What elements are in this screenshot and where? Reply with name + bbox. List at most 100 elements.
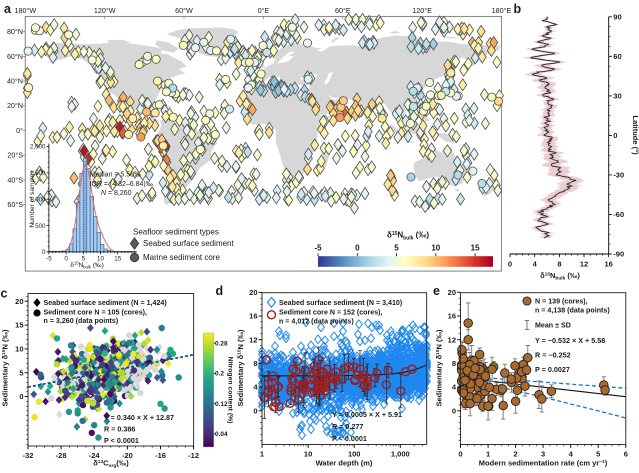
svg-text:40°N: 40°N (7, 77, 23, 86)
svg-text:Sedimentary δ15N (‰): Sedimentary δ15N (‰) (236, 329, 245, 406)
svg-text:0: 0 (452, 406, 456, 415)
svg-text:1,000: 1,000 (391, 450, 410, 459)
svg-text:R = −0.252: R = −0.252 (535, 351, 571, 360)
svg-text:-32: -32 (23, 451, 34, 460)
svg-text:R = 0.277: R = 0.277 (332, 422, 363, 431)
svg-text:120°E: 120°E (412, 6, 432, 15)
svg-text:Mean ± SD: Mean ± SD (535, 322, 571, 330)
svg-text:12: 12 (580, 259, 588, 268)
svg-text:10: 10 (431, 244, 440, 253)
svg-text:Y = 0.0005 × X + 5.91: Y = 0.0005 × X + 5.91 (332, 410, 402, 419)
svg-text:Nitrogen content (%): Nitrogen content (%) (227, 357, 234, 424)
svg-text:180°E: 180°E (492, 6, 512, 15)
svg-text:0.2: 0.2 (215, 371, 224, 378)
svg-text:-90: -90 (613, 250, 624, 259)
svg-text:10: 10 (304, 450, 312, 459)
svg-text:15: 15 (15, 321, 23, 330)
svg-text:20: 20 (15, 297, 23, 306)
svg-text:2,000: 2,000 (30, 144, 46, 151)
svg-text:20°S: 20°S (7, 151, 23, 160)
svg-text:-12: -12 (188, 451, 199, 460)
svg-text:δ15Nbulk (‰): δ15Nbulk (‰) (540, 271, 580, 282)
svg-text:20: 20 (249, 288, 257, 297)
svg-text:8: 8 (452, 359, 456, 368)
svg-text:Latitude (°): Latitude (°) (631, 115, 639, 155)
svg-text:-20: -20 (122, 451, 133, 460)
svg-text:Seabed surface sediment (N = 1: Seabed surface sediment (N = 1,424) (44, 299, 168, 307)
svg-text:1: 1 (260, 450, 264, 459)
svg-text:IQR = (4.32–6.84)‰: IQR = (4.32–6.84)‰ (90, 181, 153, 188)
svg-text:Sediment core N = 152 (cores),: Sediment core N = 152 (cores), (279, 308, 383, 316)
svg-text:Sedimentary δ15N (‰): Sedimentary δ15N (‰) (1, 329, 10, 406)
svg-text:500: 500 (35, 223, 46, 230)
svg-text:15: 15 (114, 256, 121, 263)
svg-text:80°N: 80°N (7, 27, 23, 36)
svg-text:40°S: 40°S (7, 175, 23, 184)
svg-text:-60: -60 (613, 210, 624, 219)
svg-text:n = 4,138 (data points): n = 4,138 (data points) (535, 306, 610, 314)
svg-text:12: 12 (249, 335, 257, 344)
svg-text:P < 0.0001: P < 0.0001 (104, 436, 139, 445)
svg-text:-5: -5 (46, 256, 52, 263)
svg-text:Seafloor sediment types: Seafloor sediment types (133, 228, 219, 237)
svg-text:a: a (4, 2, 12, 16)
svg-text:P = 0.0027: P = 0.0027 (535, 365, 570, 374)
svg-text:60°W: 60°W (175, 6, 193, 15)
svg-text:10: 10 (97, 256, 104, 263)
svg-text:8: 8 (557, 259, 561, 268)
svg-text:0: 0 (613, 131, 617, 140)
svg-text:n = 4,012 (data points): n = 4,012 (data points) (279, 317, 354, 325)
svg-text:5: 5 (596, 450, 600, 459)
svg-text:R = 0.386: R = 0.386 (104, 425, 135, 434)
svg-text:N = 139 (cores),: N = 139 (cores), (535, 297, 588, 305)
svg-text:d: d (216, 284, 224, 298)
svg-text:100: 100 (348, 450, 361, 459)
svg-text:15: 15 (471, 244, 480, 253)
svg-text:Modern sedimentation rate (cm: Modern sedimentation rate (cm yr−1) (479, 459, 608, 468)
svg-text:0: 0 (458, 450, 462, 459)
svg-text:-16: -16 (155, 451, 166, 460)
svg-text:-28: -28 (56, 451, 67, 460)
svg-text:0: 0 (253, 406, 257, 415)
svg-text:8: 8 (253, 359, 257, 368)
svg-text:60°N: 60°N (7, 52, 23, 61)
svg-text:P < 0.0001: P < 0.0001 (332, 434, 367, 443)
svg-text:Seabed surface sediment: Seabed surface sediment (143, 239, 235, 248)
svg-text:0: 0 (508, 259, 512, 268)
svg-text:120°W: 120°W (94, 6, 116, 15)
svg-text:16: 16 (448, 312, 456, 321)
svg-text:0.12: 0.12 (215, 401, 228, 408)
svg-text:δ15Nbulk (‰): δ15Nbulk (‰) (70, 261, 104, 270)
svg-text:Median = 5.50‰: Median = 5.50‰ (90, 172, 142, 179)
svg-text:5: 5 (394, 244, 399, 253)
svg-text:Seabed surface sediment (N = 3: Seabed surface sediment (N = 3,410) (279, 299, 403, 307)
svg-text:12: 12 (448, 335, 456, 344)
svg-text:0.04: 0.04 (215, 431, 228, 438)
svg-text:1,500: 1,500 (30, 170, 46, 177)
svg-text:Number of samples: Number of samples (29, 170, 36, 228)
svg-text:0: 0 (355, 244, 360, 253)
svg-text:5: 5 (19, 368, 23, 377)
svg-text:-5: -5 (314, 244, 322, 253)
svg-text:60°E: 60°E (335, 6, 351, 15)
svg-text:-24: -24 (89, 451, 101, 460)
svg-text:n = 3,260 (data points): n = 3,260 (data points) (44, 317, 119, 325)
svg-text:Sedimentary δ15N (‰): Sedimentary δ15N (‰) (435, 329, 444, 406)
svg-text:δ15Nbulk (‰): δ15Nbulk (‰) (387, 231, 429, 242)
svg-text:0°: 0° (16, 126, 23, 135)
svg-text:Y = 0.340 × X + 12.87: Y = 0.340 × X + 12.87 (104, 413, 174, 422)
svg-text:2: 2 (514, 450, 518, 459)
svg-text:16: 16 (605, 259, 613, 268)
svg-text:Marine sediment core: Marine sediment core (143, 253, 220, 262)
svg-text:c: c (1, 287, 8, 301)
svg-text:Sediment core N = 105 (cores),: Sediment core N = 105 (cores), (44, 308, 148, 316)
svg-text:20: 20 (448, 288, 456, 297)
svg-text:6: 6 (624, 450, 628, 459)
svg-text:N = 8,260: N = 8,260 (101, 190, 132, 197)
svg-text:0°E: 0°E (258, 6, 270, 15)
svg-text:4: 4 (569, 450, 574, 459)
svg-text:30: 30 (613, 92, 621, 101)
svg-text:5: 5 (82, 256, 86, 263)
svg-text:60°S: 60°S (7, 200, 23, 209)
svg-text:Y = −0.532 × X + 5.58: Y = −0.532 × X + 5.58 (535, 336, 605, 345)
